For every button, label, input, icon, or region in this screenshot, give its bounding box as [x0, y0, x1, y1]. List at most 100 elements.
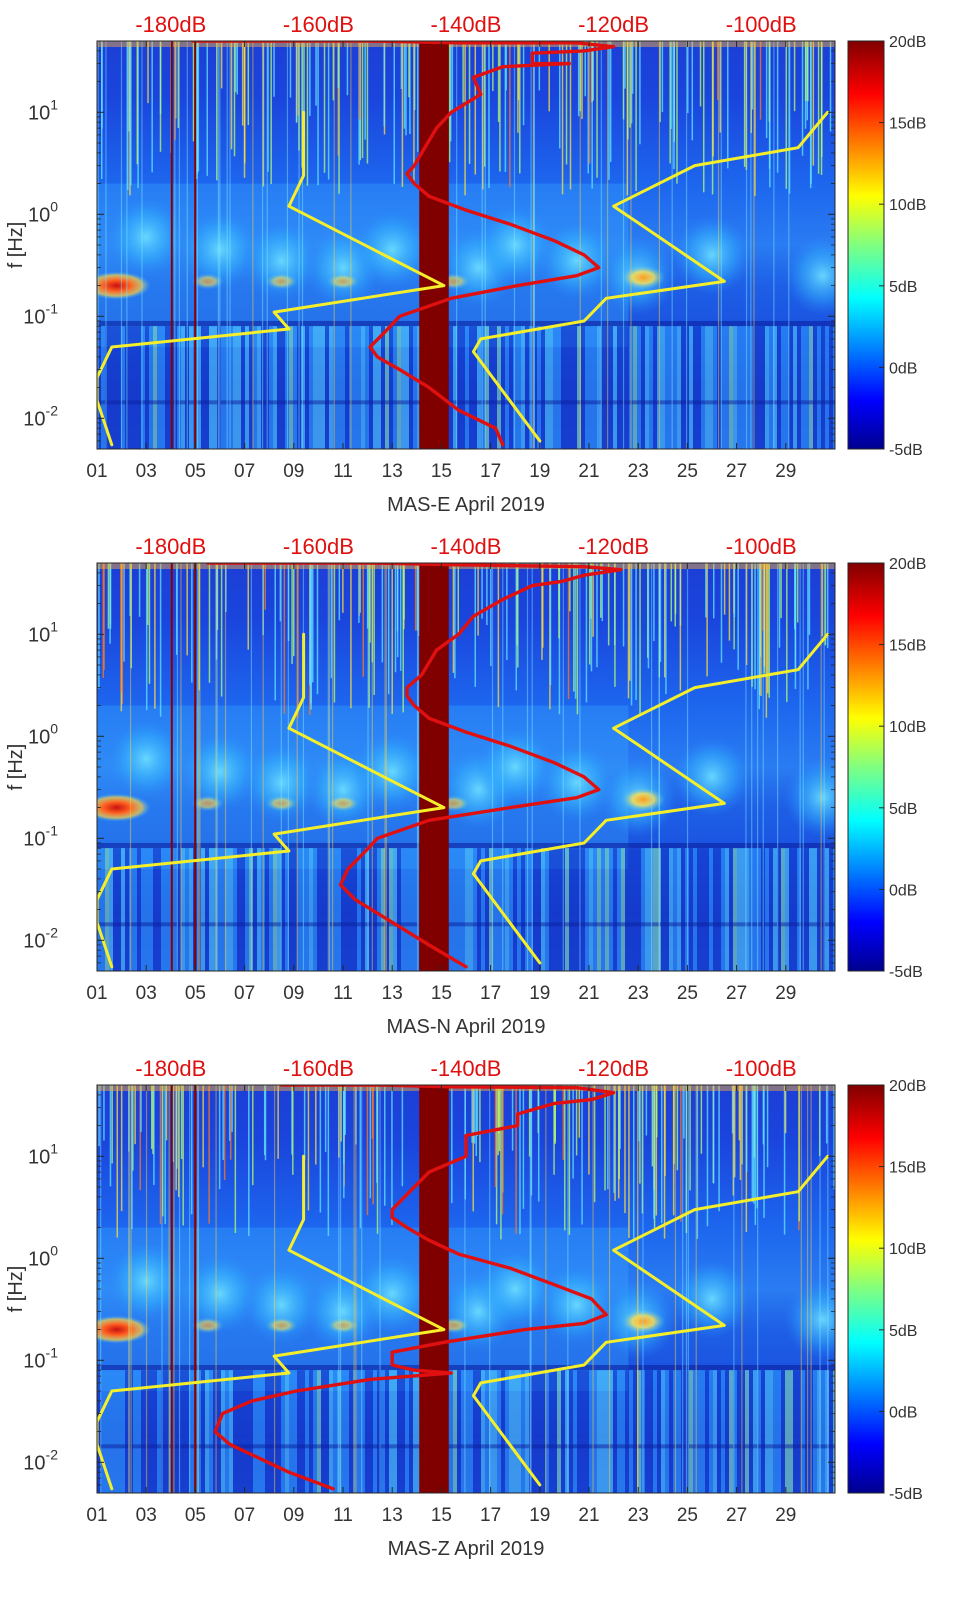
heatmap-spike: [542, 563, 544, 648]
heatmap-transient: [287, 563, 289, 971]
heatmap-spike: [607, 1085, 609, 1190]
heatmap-low-stripe: [101, 1370, 105, 1493]
heatmap-low-stripe: [813, 1370, 817, 1493]
y-tick-base: 10: [28, 624, 50, 646]
heatmap-low-stripe: [597, 326, 601, 449]
heatmap-low-stripe: [749, 1370, 753, 1493]
heatmap-low-stripe: [301, 848, 305, 971]
heatmap-spike: [705, 563, 707, 618]
heatmap-transient: [530, 41, 532, 449]
heatmap-dark-band: [97, 400, 835, 405]
high-noise-model-line: [471, 1154, 830, 1487]
heatmap-spike: [568, 1085, 571, 1235]
heatmap-spike: [630, 563, 633, 706]
heatmap-low-stripe: [245, 848, 249, 971]
heatmap-spike: [614, 563, 616, 687]
heatmap-spike: [414, 563, 417, 631]
heatmap-spike: [291, 563, 293, 664]
heatmap-low-stripe: [329, 848, 333, 971]
heatmap-transient: [327, 563, 329, 971]
heatmap-low-stripe: [317, 1370, 321, 1493]
heatmap-spike: [553, 1085, 555, 1175]
heatmap-spike: [728, 563, 731, 641]
heatmap-low-stripe: [525, 326, 529, 449]
heatmap-low-stripe: [357, 326, 361, 449]
heatmap-spike: [635, 41, 637, 192]
heatmap-spike: [215, 563, 218, 660]
heatmap-spike: [796, 563, 799, 623]
heatmap-low-stripe: [457, 1370, 461, 1493]
heatmap-spike: [368, 563, 370, 708]
heatmap-spike: [651, 1085, 654, 1167]
heatmap-spike: [801, 41, 804, 156]
heatmap-spike: [418, 563, 420, 636]
heatmap-low-stripe: [261, 1370, 265, 1493]
colorbar-label: 20dB: [889, 556, 926, 573]
heatmap-low-stripe: [277, 326, 281, 449]
heatmap-transient: [717, 41, 720, 449]
heatmap-low-stripe: [157, 326, 161, 449]
heatmap-low-stripe: [389, 1370, 393, 1493]
colorbar-label: -5dB: [889, 1486, 923, 1503]
heatmap-blob: [108, 1240, 185, 1321]
heatmap-spike: [751, 1085, 754, 1202]
heatmap-low-stripe: [733, 1370, 737, 1493]
top-db-tick-label: -100dB: [726, 534, 797, 559]
heatmap-spike: [175, 563, 178, 655]
x-tick-label: 29: [775, 1505, 796, 1526]
heatmap-low-stripe: [809, 848, 813, 971]
heatmap-spike: [762, 563, 764, 631]
heatmap-low-stripe: [385, 848, 389, 971]
heatmap-transient: [491, 563, 494, 971]
heatmap-low-stripe: [177, 326, 181, 449]
heatmap-low-stripe: [457, 848, 461, 971]
heatmap-spike: [577, 41, 580, 117]
heatmap-low-stripe: [765, 848, 769, 971]
heatmap-low-stripe: [537, 848, 541, 971]
colorbar-label: 20dB: [889, 1078, 926, 1095]
heatmap-spike: [270, 41, 272, 185]
heatmap-low-stripe: [565, 848, 569, 971]
heatmap-spike: [590, 563, 593, 672]
heatmap-low-stripe: [813, 326, 817, 449]
colorbar-label: 5dB: [889, 801, 917, 818]
heatmap-transient: [371, 563, 373, 971]
heatmap-spike: [292, 1085, 294, 1175]
top-db-tick-label: -120dB: [578, 1056, 649, 1081]
heatmap-transient: [526, 563, 529, 971]
heatmap-transient: [196, 563, 199, 971]
heatmap-low-stripe: [113, 1370, 117, 1493]
heatmap-spike: [479, 1085, 481, 1163]
heatmap-low-stripe: [725, 326, 729, 449]
heatmap-spike: [647, 563, 650, 669]
y-tick-base: 10: [28, 726, 50, 748]
x-tick-label: 07: [234, 1505, 255, 1526]
heatmap-low-stripe: [817, 326, 821, 449]
heatmap-blob: [243, 742, 320, 823]
heatmap-low-stripe: [217, 326, 221, 449]
heatmap-low-stripe: [221, 1370, 225, 1493]
heatmap-low-stripe: [185, 1370, 189, 1493]
top-db-tick-label: -100dB: [726, 12, 797, 37]
heatmap-spike: [798, 1085, 800, 1222]
top-db-tick-label: -180dB: [135, 12, 206, 37]
heatmap-spike: [452, 563, 455, 673]
heatmap-transient: [350, 41, 352, 449]
x-tick-label: 05: [185, 1505, 206, 1526]
heatmap-low-stripe: [637, 848, 641, 971]
colorbar-label: -5dB: [889, 964, 923, 981]
heatmap-spike: [120, 1085, 123, 1212]
heatmap-low-stripe: [673, 326, 677, 449]
x-tick-label: 23: [628, 1505, 649, 1526]
heatmap-low-stripe: [565, 1370, 569, 1493]
heatmap-spike: [202, 1085, 204, 1168]
heatmap-hotspot: [621, 1309, 666, 1334]
heatmap-low-stripe: [125, 848, 129, 971]
heatmap-event-line: [170, 1085, 173, 1493]
heatmap-spike: [664, 563, 666, 678]
heatmap-spike: [581, 41, 583, 119]
heatmap-spike: [629, 41, 631, 128]
heatmap-low-stripe: [641, 1370, 645, 1493]
heatmap-spike: [596, 41, 598, 178]
x-tick-label: 11: [333, 983, 353, 1004]
